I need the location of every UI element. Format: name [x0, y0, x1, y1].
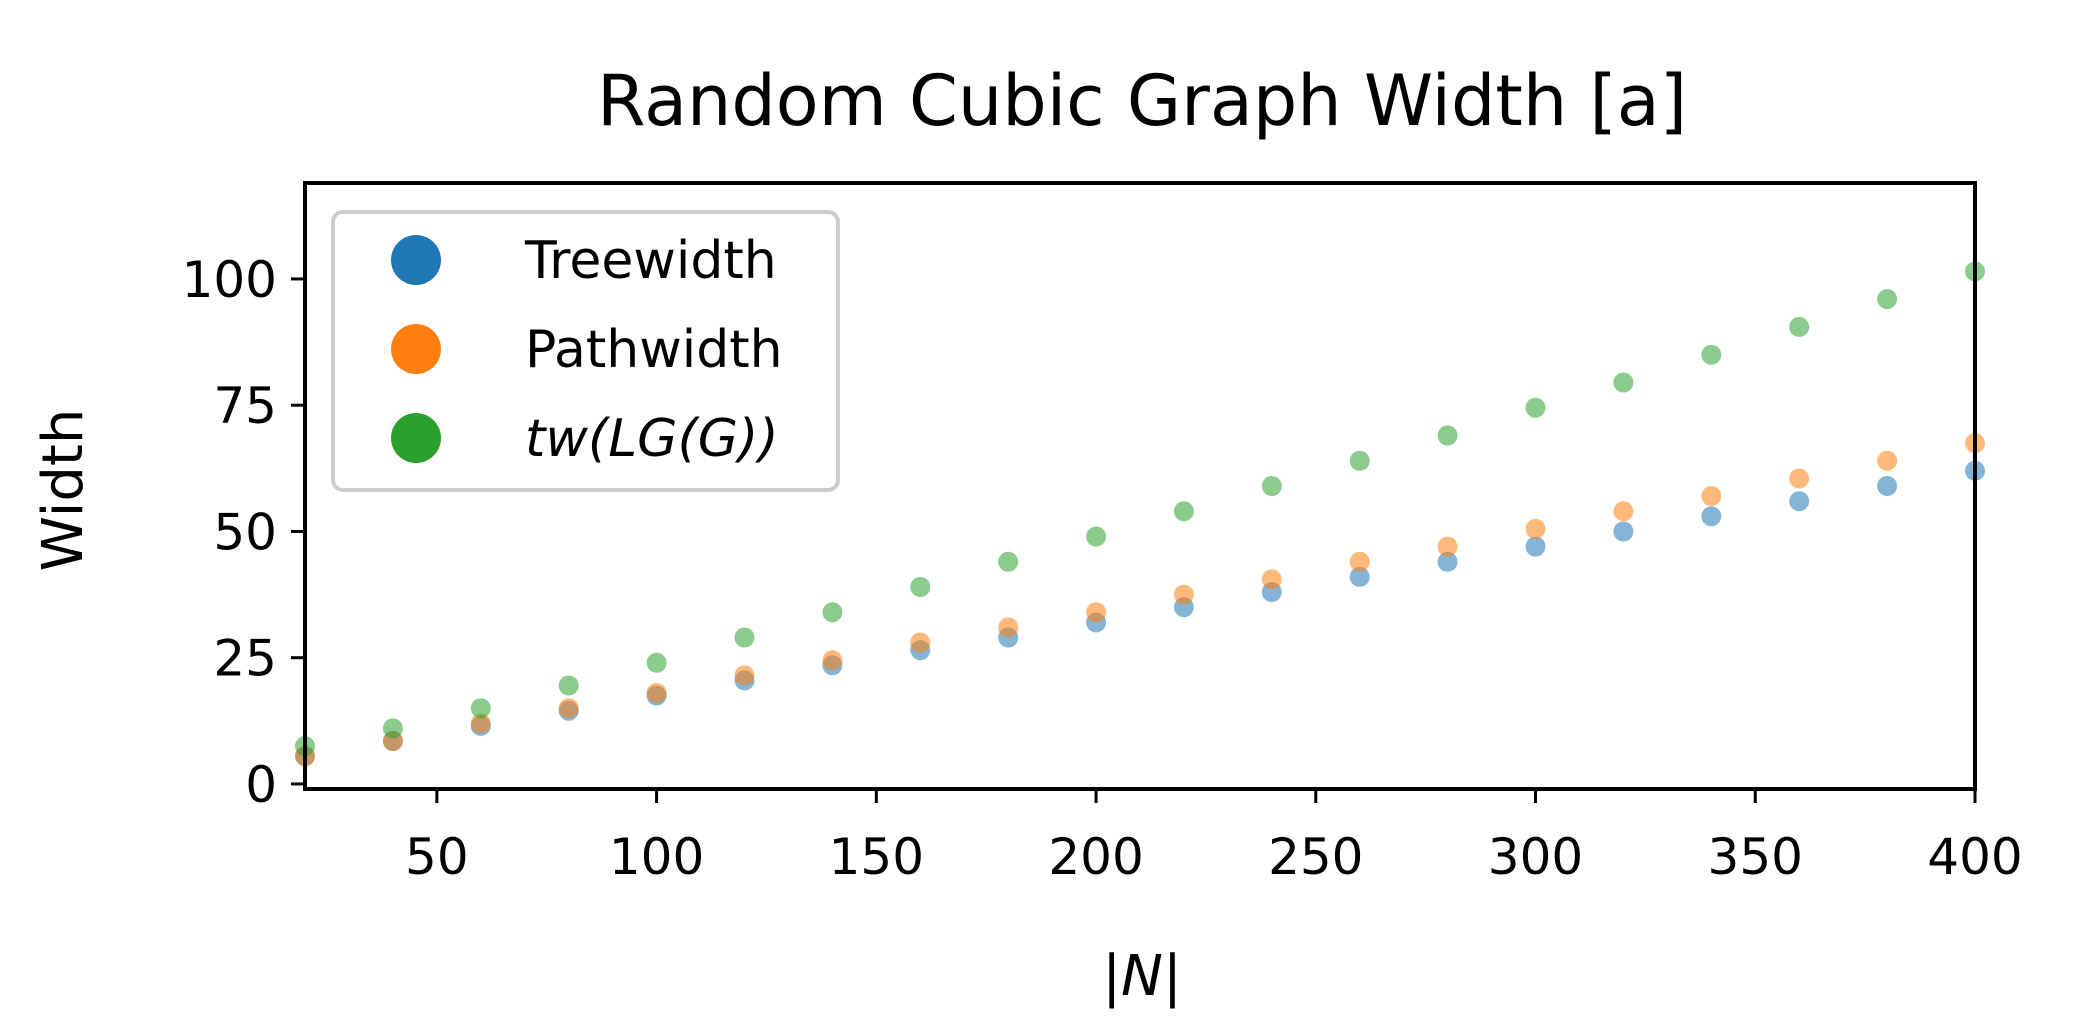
point-series2-6	[822, 602, 843, 623]
point-series2-2	[470, 698, 491, 719]
plot-frame	[303, 181, 1977, 791]
point-series1-16	[1701, 486, 1722, 507]
legend-label-treewidth: Treewidth	[524, 231, 777, 291]
point-series2-13	[1437, 425, 1458, 446]
point-series2-10	[1173, 501, 1194, 522]
y-tick-label-4: 100	[182, 251, 277, 309]
x-tick-label-7: 400	[1927, 828, 2022, 886]
y-tick-label-2: 50	[213, 503, 277, 561]
x-axis-ticks: 50 100 150 200 250 300 350 400	[405, 789, 2023, 886]
point-series2-18	[1877, 289, 1898, 310]
point-series1-18	[1877, 450, 1898, 471]
point-series0-16	[1701, 506, 1722, 527]
point-series1-11	[1261, 569, 1282, 590]
legend-frame	[331, 210, 840, 492]
x-tick-label-2: 150	[829, 828, 924, 886]
point-series0-12	[1349, 566, 1370, 587]
legend-label-tw-lg: tw(LG(G))	[525, 409, 779, 469]
point-series2-16	[1701, 344, 1722, 365]
point-series1-10	[1173, 584, 1194, 605]
x-tick-label-4: 250	[1268, 828, 1363, 886]
point-series0-17	[1789, 491, 1810, 512]
point-series2-9	[1086, 526, 1107, 547]
point-series1-6	[822, 650, 843, 671]
point-series1-9	[1086, 602, 1107, 623]
point-series2-12	[1349, 450, 1370, 471]
x-tick-label-0: 50	[405, 828, 469, 886]
legend-marker-pathwidth	[391, 324, 441, 374]
point-series1-3	[558, 698, 579, 719]
y-axis-label: Width	[31, 409, 96, 572]
y-tick-label-1: 25	[213, 630, 277, 688]
point-series2-7	[910, 577, 931, 597]
point-series1-4	[646, 683, 667, 703]
x-axis-label: |N|	[1102, 944, 1182, 1009]
point-series1-5	[734, 665, 755, 686]
point-series0-18	[1877, 476, 1898, 496]
point-series1-2	[470, 713, 491, 734]
legend-label-pathwidth: Pathwidth	[525, 320, 783, 380]
point-series1-17	[1789, 468, 1810, 489]
y-tick-label-0: 0	[245, 756, 277, 814]
point-series2-14	[1525, 397, 1546, 418]
legend-marker-tw-lg	[391, 413, 441, 463]
point-series2-4	[646, 652, 667, 673]
point-series2-17	[1789, 316, 1810, 337]
x-tick-label-3: 200	[1048, 828, 1143, 886]
point-series0-13	[1437, 551, 1458, 572]
point-series1-12	[1349, 551, 1370, 572]
chart-title: Random Cubic Graph Width [a]	[597, 60, 1687, 142]
x-tick-label-5: 300	[1488, 828, 1583, 886]
x-tick-label-6: 350	[1708, 828, 1803, 886]
point-series0-14	[1525, 536, 1546, 557]
point-series2-3	[558, 675, 579, 696]
point-series1-8	[998, 617, 1019, 638]
point-series2-11	[1261, 476, 1282, 496]
point-series2-5	[734, 627, 755, 648]
legend-marker-treewidth	[391, 235, 441, 285]
legend: Treewidth Pathwidth tw(LG(G))	[331, 210, 840, 492]
point-series1-7	[910, 632, 931, 653]
point-series2-1	[382, 718, 403, 739]
scatter-points	[295, 261, 1985, 767]
point-series0-15	[1613, 521, 1634, 542]
x-tick-label-1: 100	[609, 828, 704, 886]
point-series2-8	[998, 551, 1019, 572]
point-series1-14	[1525, 518, 1546, 539]
point-series1-15	[1613, 501, 1634, 522]
point-series1-13	[1437, 536, 1458, 557]
y-axis-ticks: 0 25 50 75 100	[182, 251, 305, 814]
point-series2-15	[1613, 372, 1634, 393]
y-tick-label-3: 75	[213, 377, 277, 435]
